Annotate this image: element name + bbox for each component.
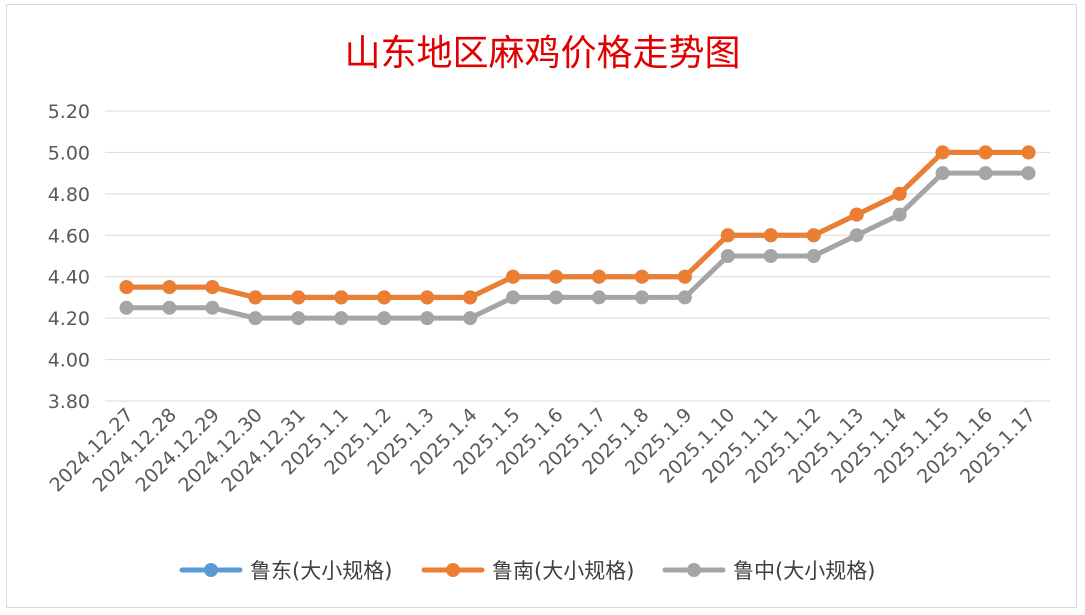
data-point [119,280,134,295]
series-group [119,145,1036,326]
legend-marker [446,563,460,577]
y-tick-label: 3.80 [48,391,90,413]
chart-title: 山东地区麻鸡价格走势图 [344,33,741,74]
legend-label: 鲁中(大小规格) [733,559,875,583]
legend-marker [687,563,701,577]
data-point [849,207,864,222]
legend-item: 鲁中(大小规格) [662,559,875,583]
data-point [1021,145,1036,160]
series-2 [119,145,1036,305]
gridlines [105,110,1050,402]
data-point [248,311,263,326]
data-point [763,249,778,263]
data-point [463,290,478,305]
y-axis: 3.80 4.00 4.20 4.40 4.60 4.80 5.00 5.20 [48,101,90,413]
data-point [978,166,993,181]
legend-item: 鲁东(大小规格) [179,559,392,583]
y-tick-label: 4.20 [48,308,90,330]
data-point [677,290,692,305]
data-point [978,145,993,160]
y-tick-label: 5.20 [48,101,90,123]
data-point [549,290,564,305]
data-point [1021,166,1036,181]
data-point [420,290,435,305]
data-point [291,311,306,326]
data-point [549,269,564,284]
data-point [420,311,435,326]
y-tick-label: 4.80 [48,184,90,206]
data-point [763,228,778,243]
y-tick-label: 5.00 [48,142,90,164]
legend-marker [204,563,218,577]
data-point [334,311,349,326]
data-point [162,280,177,295]
data-point [506,290,521,305]
legend-item: 鲁南(大小规格) [421,559,634,583]
series-1 [119,145,1036,305]
legend-label: 鲁南(大小规格) [492,559,634,583]
data-point [291,290,306,305]
data-point [162,300,177,315]
data-point [506,269,521,284]
data-point [806,249,821,263]
legend: 鲁东(大小规格) 鲁南(大小规格) 鲁中(大小规格) [179,559,875,583]
series-line [123,149,1032,300]
series-line [123,170,1032,321]
x-axis: 2024.12.272024.12.282024.12.292024.12.30… [46,404,1041,496]
data-point [849,228,864,243]
y-tick-label: 4.60 [48,225,90,247]
data-point [205,280,220,295]
data-point [205,300,220,315]
data-point [591,290,606,305]
data-point [634,290,649,305]
data-point [634,269,649,284]
legend-label: 鲁东(大小规格) [250,559,392,583]
data-point [377,311,392,326]
y-tick-label: 4.00 [48,350,90,372]
y-tick-label: 4.40 [48,267,90,289]
series-3 [119,166,1036,326]
data-point [892,186,907,201]
data-point [334,290,349,305]
data-point [720,228,735,243]
data-point [463,311,478,326]
data-point [377,290,392,305]
data-point [935,166,950,181]
data-point [806,228,821,243]
data-point [248,290,263,305]
data-point [677,269,692,284]
data-point [935,145,950,160]
data-point [591,269,606,284]
data-point [119,300,134,315]
data-point [720,249,735,263]
data-point [892,207,907,222]
